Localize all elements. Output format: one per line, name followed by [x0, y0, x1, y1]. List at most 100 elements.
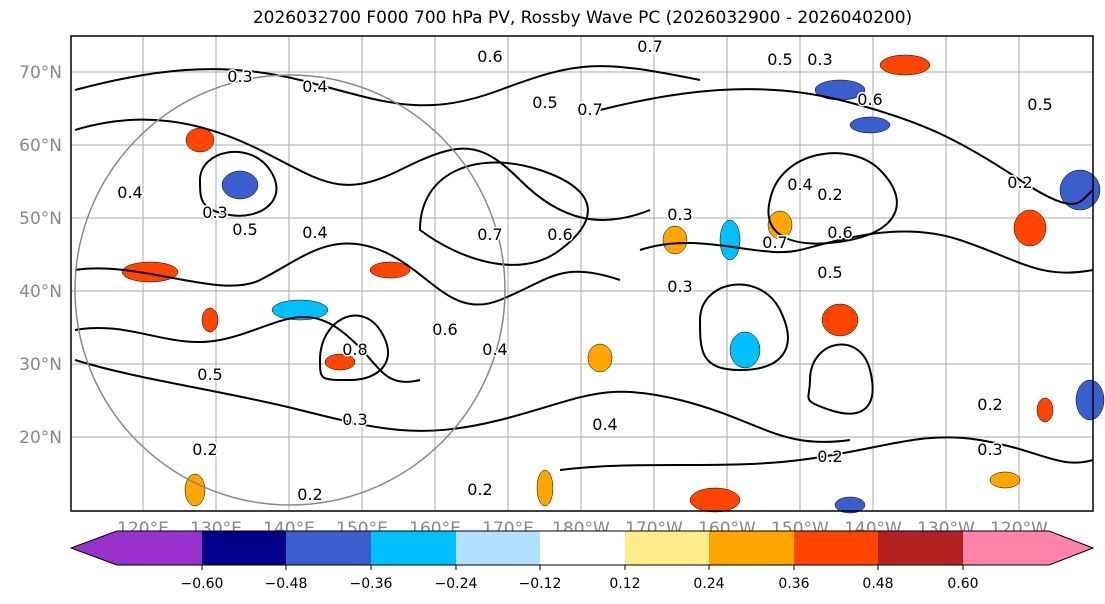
contour-label: 0.3: [202, 203, 227, 222]
pv-anomaly-blob: [271, 299, 329, 321]
pv-anomaly-blob: [1059, 169, 1101, 211]
contour-label: 0.3: [227, 67, 252, 86]
contour-line: [74, 65, 701, 107]
lat-tick-label: 40°N: [19, 282, 62, 302]
contour-label: 0.2: [1007, 173, 1032, 192]
pv-anomaly-blob: [729, 331, 761, 369]
pv-anomaly-blob: [849, 116, 891, 134]
pv-anomaly-shading: [121, 54, 1105, 514]
colorbar-segment: [878, 531, 963, 565]
pv-anomaly-blob: [587, 343, 613, 373]
contour-line: [74, 118, 651, 221]
colorbar-segment: [71, 531, 202, 565]
contour-line: [807, 343, 874, 415]
colorbar: −0.60 −0.48 −0.36 −0.24 −0.12 0.12 0.24 0.36 0.4…: [69, 530, 1095, 592]
contour-label: 0.3: [342, 410, 367, 429]
contour-label: 0.4: [787, 175, 812, 194]
contour-line: [74, 242, 621, 306]
pv-anomaly-blob: [184, 473, 206, 507]
contour-line: [198, 151, 278, 217]
contour-label: 0.2: [817, 185, 842, 204]
contour-label: 0.4: [117, 183, 142, 202]
pv-anomaly-blob: [821, 303, 859, 337]
contour-label: 0.5: [232, 220, 257, 239]
pv-anomaly-blob: [1075, 379, 1105, 421]
pv-anomaly-blob: [989, 471, 1021, 489]
contour-line: [559, 436, 1094, 471]
graticule: [71, 36, 1093, 511]
lat-tick-label: 50°N: [19, 209, 62, 229]
colorbar-tick-label: 0.48: [862, 576, 893, 592]
contour-label: 0.5: [767, 50, 792, 69]
contour-line: [639, 230, 1094, 274]
colorbar-segment: [540, 531, 625, 565]
contour-label: 0.7: [637, 37, 662, 56]
pv-anomaly-blob: [719, 219, 741, 261]
colorbar-tick-label: −0.24: [435, 576, 478, 592]
contour-label: 0.2: [192, 440, 217, 459]
contour-line: [767, 152, 898, 245]
contour-label: 0.3: [667, 277, 692, 296]
colorbar-tick-label: −0.12: [519, 576, 562, 592]
contour-line: [318, 314, 390, 382]
colorbar-segment: [456, 531, 540, 565]
contour-label: 0.3: [807, 50, 832, 69]
contour-label: 0.6: [547, 225, 572, 244]
colorbar-tick-label: 0.24: [693, 576, 724, 592]
contour-label: 0.5: [532, 93, 557, 112]
map-frame: [70, 35, 1094, 512]
contour-label: 0.6: [827, 223, 852, 242]
pv-contours: [74, 65, 1094, 471]
pv-anomaly-blob: [536, 469, 554, 507]
contour-line: [599, 88, 1094, 205]
contour-label: 0.3: [977, 440, 1002, 459]
contour-labels: 0.6 0.7 0.5 0.4 0.3 0.3 0.4 0.5 0.3 0.6 0.7 0.5 0.6 0…: [116, 36, 1054, 506]
pv-anomaly-blob: [324, 353, 356, 371]
contour-label: 0.2: [297, 485, 322, 504]
contour-label: 0.4: [302, 223, 327, 242]
contour-line: [418, 161, 589, 266]
contour-label: 0.7: [577, 100, 602, 119]
pv-anomaly-blob: [121, 261, 179, 283]
contour-label: 0.4: [592, 415, 617, 434]
colorbar-tick-label: −0.60: [181, 576, 224, 592]
pv-anomaly-blob: [834, 496, 866, 514]
contour-line: [74, 316, 421, 383]
colorbar-segment: [371, 531, 456, 565]
contour-label: 0.4: [302, 77, 327, 96]
colorbar-tick-label: 0.12: [609, 576, 640, 592]
colorbar-segment: [202, 531, 286, 565]
contour-line: [698, 283, 789, 372]
range-circle: [74, 74, 506, 506]
contour-label: 0.3: [667, 205, 692, 224]
colorbar-segment: [963, 531, 1093, 565]
pv-anomaly-blob: [1036, 397, 1054, 423]
colorbar-tick-label: −0.48: [265, 576, 308, 592]
contour-label: 0.5: [197, 365, 222, 384]
pv-anomaly-blob: [185, 127, 215, 153]
colorbar-tick-label: 0.60: [947, 576, 978, 592]
colorbar-segment: [625, 531, 709, 565]
contour-line: [74, 359, 851, 443]
lat-tick-label: 60°N: [19, 136, 62, 156]
contour-label: 0.2: [977, 395, 1002, 414]
pv-anomaly-blob: [221, 170, 259, 200]
contour-label: 0.4: [482, 340, 507, 359]
map-title: 2026032700 F000 700 hPa PV, Rossby Wave …: [252, 8, 913, 28]
colorbar-segment: [794, 531, 878, 565]
colorbar-outline: [69, 530, 1095, 566]
colorbar-segment: [709, 531, 794, 565]
contour-label: 0.5: [1027, 95, 1052, 114]
pv-anomaly-blob: [662, 225, 688, 255]
lat-tick-label: 30°N: [19, 355, 62, 375]
pv-anomaly-blob: [201, 307, 219, 333]
colorbar-tick-label: −0.36: [350, 576, 393, 592]
contour-label: 0.6: [857, 90, 882, 109]
contour-label: 0.7: [762, 233, 787, 252]
colorbar-segment: [286, 531, 371, 565]
contour-label: 0.6: [477, 47, 502, 66]
colorbar-tick-label: 0.36: [778, 576, 809, 592]
contour-label: 0.7: [477, 225, 502, 244]
